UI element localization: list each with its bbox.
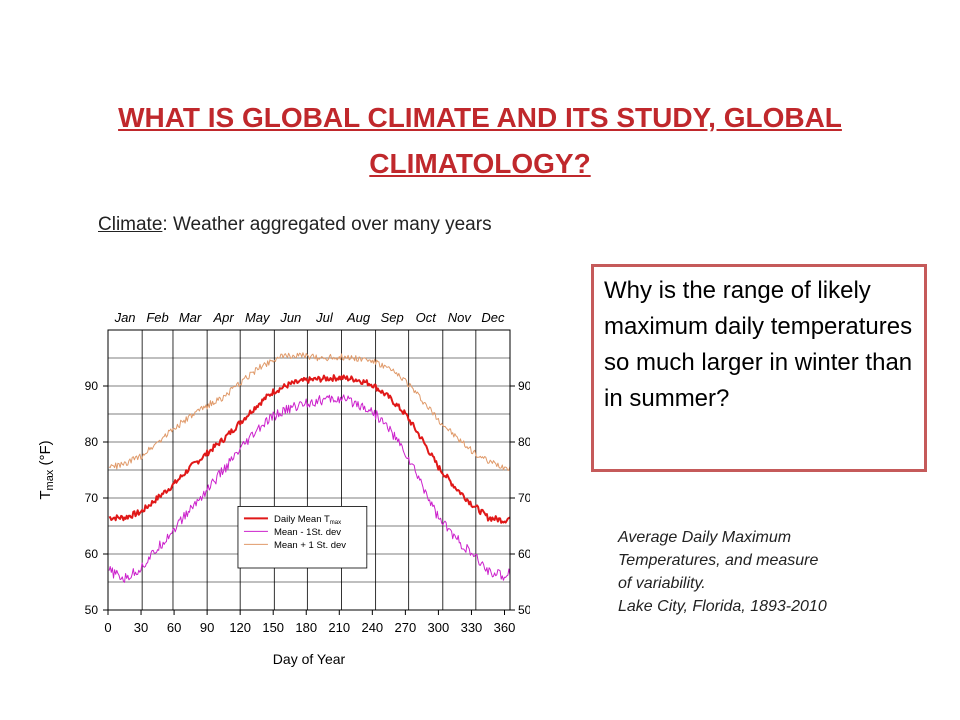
y-tick-label-right: 80 [518, 435, 530, 449]
series-line [108, 374, 511, 524]
climate-term: Climate [98, 214, 163, 235]
legend-label: Mean + 1 St. dev [274, 540, 346, 551]
month-label: Nov [448, 310, 473, 325]
legend-box [237, 505, 368, 569]
slide-title: WHAT IS GLOBAL CLIMATE AND ITS STUDY, GL… [118, 102, 842, 179]
x-tick-label: 240 [361, 620, 383, 635]
question-box: Why is the range of likely maximum daily… [591, 264, 927, 472]
x-tick-label: 210 [328, 620, 350, 635]
month-label: Jun [279, 310, 301, 325]
y-tick-label-right: 70 [518, 491, 530, 505]
y-tick-label-left: 90 [85, 379, 99, 393]
month-label: Dec [481, 310, 505, 325]
month-label: Feb [146, 310, 168, 325]
y-tick-label-left: 60 [85, 547, 99, 561]
x-tick-label: 90 [200, 620, 214, 635]
month-label: Aug [346, 310, 371, 325]
caption-line: Temperatures, and measure [618, 552, 819, 569]
caption-line: Lake City, Florida, 1893-2010 [618, 598, 827, 615]
x-tick-label: 150 [262, 620, 284, 635]
caption-line: Average Daily Maximum [618, 529, 792, 546]
legend-label-sub: max [330, 520, 341, 526]
y-tick-label-left: 50 [85, 603, 99, 617]
climate-definition-text: : Weather aggregated over many years [162, 214, 492, 235]
x-tick-label: 300 [428, 620, 450, 635]
series-line [108, 352, 511, 471]
x-tick-label: 60 [167, 620, 181, 635]
month-label: Oct [416, 310, 438, 325]
x-axis-label: Day of Year [273, 651, 346, 667]
month-label: Jul [315, 310, 334, 325]
x-tick-label: 0 [104, 620, 111, 635]
plot-frame [107, 329, 511, 611]
climate-definition: Climate: Weather aggregated over many ye… [98, 214, 492, 236]
legend-label: Mean - 1St. dev [274, 527, 341, 538]
y-tick-label-right: 60 [518, 547, 530, 561]
x-tick-label: 180 [295, 620, 317, 635]
y-tick-label-right: 90 [518, 379, 530, 393]
month-label: May [245, 310, 271, 325]
month-labels: Jan Feb Mar Apr May Jun Jul Aug Sep Oct Nov Dec [114, 310, 505, 325]
y-tick-label-right: 50 [518, 603, 530, 617]
y-axis-label-sub: max [44, 469, 56, 490]
y-tick-label-left: 80 [85, 435, 99, 449]
y-tick-label-left: 70 [85, 491, 99, 505]
x-tick-label: 330 [461, 620, 483, 635]
y-axis-label-main: T [37, 490, 54, 499]
x-tick-label: 30 [134, 620, 148, 635]
series-line [108, 394, 511, 583]
x-tick-label: 270 [395, 620, 417, 635]
month-label: Apr [213, 310, 235, 325]
month-label: Sep [381, 310, 404, 325]
month-label: Mar [179, 310, 202, 325]
caption-line: of variability. [618, 575, 706, 592]
x-tick-label: 360 [494, 620, 516, 635]
chart-series [108, 352, 511, 583]
legend-label: Daily Mean Tmax [274, 514, 341, 526]
y-axis-label: Tmax (°F) [37, 440, 56, 499]
x-tick-label: 120 [229, 620, 251, 635]
y-axis-label-unit: (°F) [37, 440, 54, 469]
month-label: Jan [114, 310, 136, 325]
chart-caption: Average Daily Maximum Temperatures, and … [618, 526, 878, 618]
